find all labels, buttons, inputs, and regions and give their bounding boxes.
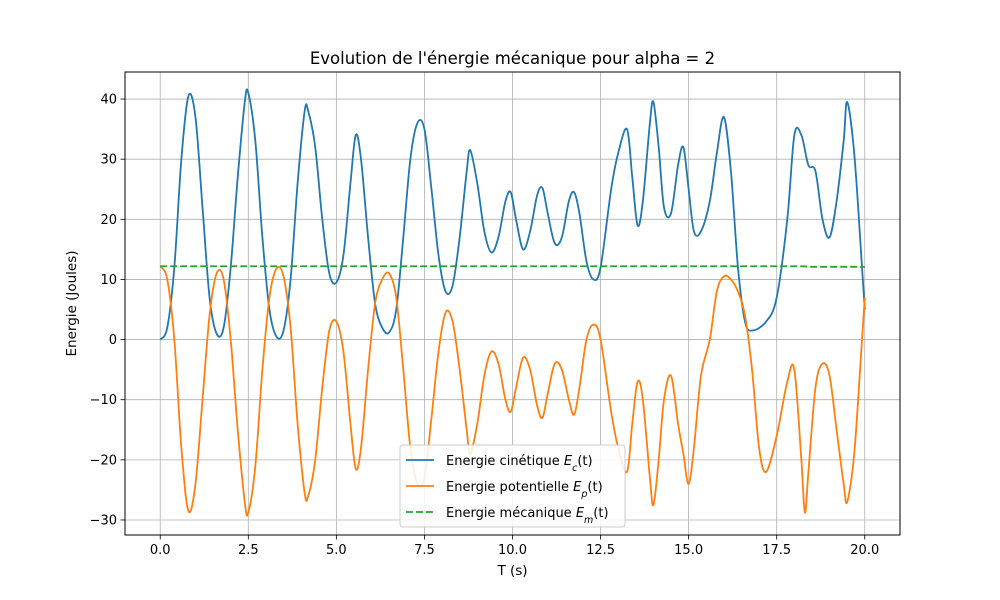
legend-mechanical-label: Energie mécanique Em(t) [446, 506, 609, 526]
y-tick-label: 30 [100, 153, 117, 168]
legend-box [399, 444, 626, 528]
y-tick-label: 0 [109, 333, 117, 348]
y-tick-label: −30 [90, 513, 117, 528]
plot-series [159, 88, 866, 517]
chart-title: Evolution de l'énergie mécanique pour al… [310, 49, 715, 68]
kinetic-energy-line [159, 88, 866, 341]
legend-kinetic-label: Energie cinétique Ec(t) [446, 454, 593, 474]
potential-energy-line [159, 265, 866, 517]
y-tick-label: −10 [90, 393, 117, 408]
axis-ticks: 0.0 2.5 5.0 7.5 10.0 12.5 15.0 17.5 20.0 −30 −20 −1… [90, 93, 880, 558]
x-tick-label: 2.5 [238, 543, 259, 558]
x-tick-label: 7.5 [414, 543, 435, 558]
x-axis-label: T (s) [496, 563, 527, 579]
x-tick-label: 10.0 [498, 543, 527, 558]
x-tick-label: 17.5 [762, 543, 791, 558]
y-tick-label: −20 [90, 453, 117, 468]
legend-potential-label: Energie potentielle Ep(t) [446, 480, 603, 500]
y-axis-label: Energie (Joules) [64, 250, 80, 356]
x-tick-label: 5.0 [326, 543, 347, 558]
y-tick-label: 10 [100, 273, 117, 288]
y-tick-label: 20 [100, 213, 117, 228]
y-tick-label: 40 [100, 93, 117, 108]
x-tick-label: 20.0 [850, 543, 879, 558]
x-tick-label: 15.0 [674, 543, 703, 558]
x-tick-label: 12.5 [586, 543, 615, 558]
x-tick-label: 0.0 [150, 543, 171, 558]
mechanical-energy-line [160, 265, 865, 268]
legend: Energie cinétique Ec(t) Energie potentiel… [399, 444, 626, 528]
